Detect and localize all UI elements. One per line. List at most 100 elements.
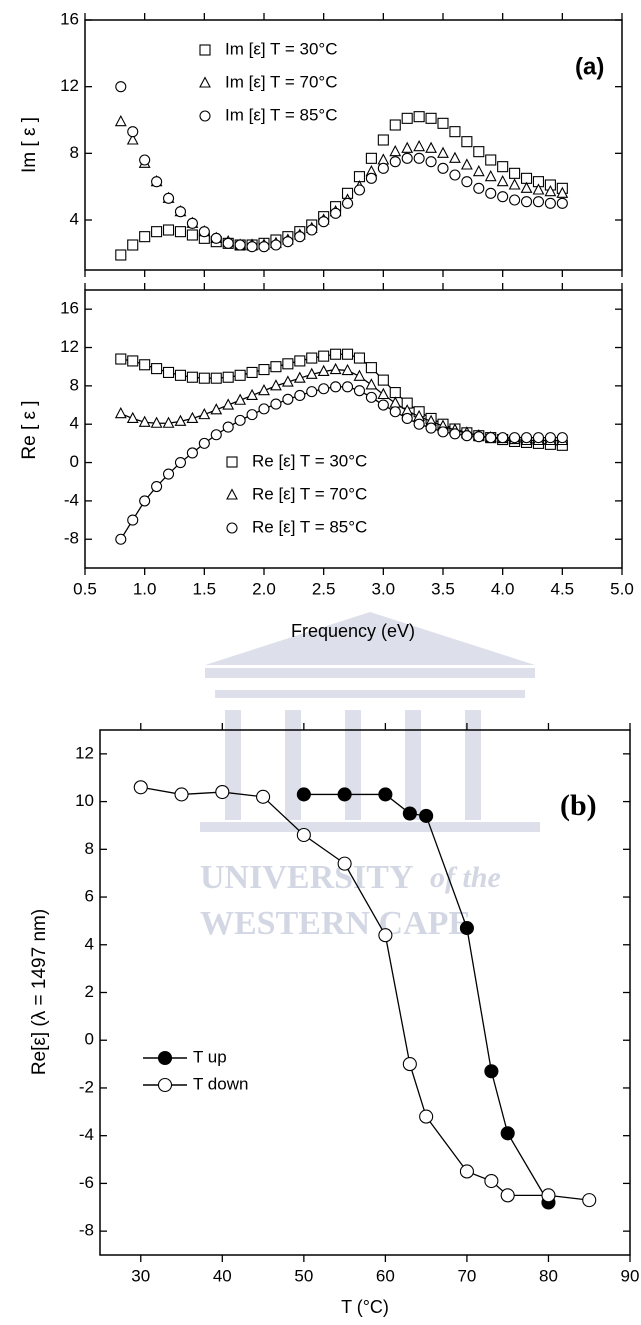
panel-label: (a)	[575, 53, 604, 80]
marker	[413, 111, 425, 123]
x-tick-label: 4.5	[551, 579, 575, 598]
marker	[459, 921, 474, 936]
marker	[186, 217, 198, 229]
x-tick-label: 3.5	[431, 579, 455, 598]
marker	[115, 81, 127, 93]
marker	[377, 162, 389, 174]
marker	[508, 178, 521, 190]
marker	[401, 412, 413, 425]
marker	[318, 350, 330, 362]
marker	[127, 126, 139, 138]
legend-label: Im [ε] T = 30°C	[225, 39, 337, 58]
y-tick-label: 12	[75, 743, 94, 762]
marker	[496, 174, 509, 187]
marker	[210, 372, 222, 384]
marker	[532, 432, 545, 444]
marker	[174, 369, 187, 381]
marker	[365, 362, 377, 374]
marker	[484, 169, 497, 182]
marker	[509, 167, 521, 179]
marker	[389, 156, 401, 168]
marker	[337, 787, 352, 802]
marker	[174, 787, 189, 802]
marker	[449, 169, 461, 181]
y-axis-label: Re[ε] (λ = 1497 nm)	[29, 909, 50, 1075]
marker	[437, 146, 449, 158]
marker	[365, 378, 378, 390]
marker	[389, 387, 401, 399]
marker	[270, 379, 282, 391]
y-tick-label: 4	[70, 414, 79, 433]
marker	[306, 224, 318, 236]
marker	[127, 514, 139, 526]
legend-marker	[226, 522, 238, 534]
legend-label: Re [ε] T = 30°C	[252, 451, 367, 470]
marker	[186, 371, 198, 383]
marker	[341, 197, 354, 209]
marker	[162, 468, 175, 480]
marker	[270, 239, 282, 251]
marker	[270, 398, 282, 410]
x-tick-label: 0.5	[73, 579, 97, 598]
marker	[330, 348, 342, 360]
x-tick-label: 1.0	[133, 579, 157, 598]
marker	[473, 146, 485, 158]
marker	[162, 416, 175, 428]
marker	[138, 415, 151, 427]
marker	[402, 806, 417, 821]
marker	[377, 153, 390, 165]
marker	[556, 186, 569, 198]
marker	[139, 231, 151, 243]
marker	[556, 197, 568, 209]
watermark-column	[405, 710, 421, 820]
marker	[377, 387, 390, 400]
marker	[174, 226, 187, 238]
marker	[485, 432, 497, 444]
marker	[520, 432, 533, 444]
marker	[126, 411, 139, 424]
y-axis-label: Im [ ε ]	[19, 117, 40, 173]
marker	[459, 1164, 474, 1179]
legend-label: T down	[193, 1074, 248, 1093]
marker	[296, 787, 311, 802]
y-tick-label: 8	[70, 143, 79, 162]
marker	[500, 1126, 515, 1141]
marker	[484, 1173, 499, 1189]
marker	[582, 1193, 597, 1208]
marker	[174, 206, 187, 218]
x-tick-label: 70	[457, 1266, 476, 1285]
marker	[258, 403, 270, 415]
y-tick-label: 0	[85, 1030, 94, 1049]
marker	[305, 367, 318, 379]
marker	[541, 1188, 556, 1203]
marker	[258, 241, 270, 253]
marker	[198, 407, 211, 420]
marker	[497, 191, 509, 203]
plot-frame	[99, 729, 631, 1256]
marker	[151, 480, 163, 493]
marker	[282, 236, 294, 248]
marker	[544, 184, 557, 197]
marker	[186, 447, 198, 459]
marker	[139, 359, 151, 371]
x-tick-label: 2.5	[312, 579, 336, 598]
marker	[234, 239, 246, 251]
series-line	[140, 786, 590, 1201]
marker	[365, 391, 377, 403]
watermark-text: of the	[430, 861, 501, 894]
marker	[198, 226, 210, 238]
marker	[419, 808, 434, 823]
marker	[162, 366, 175, 378]
y-tick-label: -2	[79, 1077, 94, 1096]
x-tick-label: 60	[376, 1266, 395, 1285]
marker	[425, 156, 437, 168]
marker	[413, 139, 426, 152]
panel-label: (b)	[560, 789, 597, 822]
marker	[509, 194, 521, 206]
x-axis-label: Frequency (eV)	[291, 621, 415, 641]
marker	[378, 787, 393, 802]
x-tick-label: 90	[621, 1266, 640, 1285]
marker	[500, 1188, 515, 1203]
marker	[353, 184, 366, 196]
